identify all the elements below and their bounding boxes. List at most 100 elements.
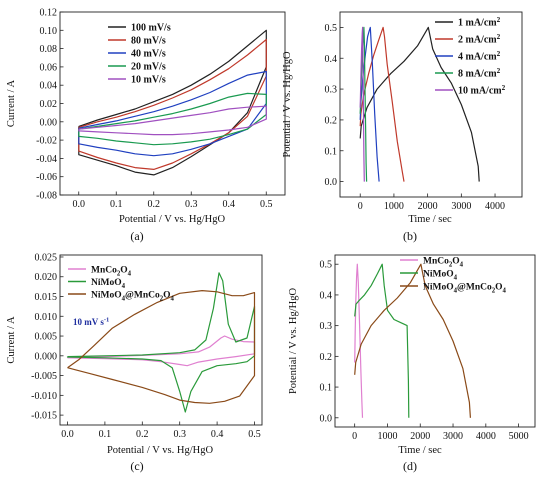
plot-frame [334,254,536,428]
y-tick-label: 0.4 [320,290,333,301]
x-tick-label: 4000 [476,431,496,442]
chart-panel-2: 0.0 0.1 0.2 0.3 0.4 0.5 -0.015 -0.010 -0.005 0.00… [6,252,263,473]
y-tick-label: -0.005 [31,371,57,382]
x-tick-label: 0.3 [173,429,186,440]
x-tick-label: 0.5 [260,199,273,210]
series-line-1 [359,26,405,182]
panel-label: (c) [130,459,143,473]
y-tick-label: 0.2 [325,115,338,126]
y-tick-label: 0.020 [35,272,58,283]
legend-entry: 10 mA/cm2 [458,84,506,97]
y-tick-label: -0.04 [36,154,57,165]
plot-frame [59,254,263,426]
legend-entry: 80 mV/s [131,36,166,47]
y-tick-label: 0.04 [40,81,58,92]
legend-entry: 8 mA/cm2 [458,67,501,80]
x-tick-label: 3000 [443,431,463,442]
y-tick-label: 0.015 [35,292,58,303]
y-tick-label: 0.08 [40,44,58,55]
y-tick-label: 0.06 [40,62,58,73]
x-axis-label: Time / sec [408,214,452,225]
x-axis-label: Potential / V vs. Hg/HgO [107,445,213,456]
y-tick-label: 0.00 [40,117,58,128]
y-tick-label: -0.02 [36,136,57,147]
y-tick-label: -0.06 [36,172,57,183]
legend-entry: 4 mA/cm2 [458,50,501,63]
y-tick-label: 0.0 [320,413,333,424]
legend-entry: NiMoO4 [91,278,126,290]
series-line-1 [354,263,410,418]
chart-panel-3: 0 1000 2000 3000 4000 5000 0.0 0.1 0.2 0.3 0.4 0.5 T… [288,254,536,473]
y-tick-label: 0.1 [325,146,338,157]
y-tick-label: 0.5 [325,23,338,34]
x-tick-label: 0.4 [211,429,224,440]
series-line-0 [359,26,480,182]
x-tick-label: 0.0 [61,429,74,440]
series-line-1 [78,38,267,170]
legend-entry: 100 mV/s [131,23,171,34]
series-line-2 [359,26,380,182]
legend-entry: 10 mV/s [131,75,166,86]
y-tick-label: 0.3 [320,321,333,332]
x-tick-label: 0.4 [223,199,236,210]
x-tick-label: 0.2 [148,199,161,210]
x-tick-label: 0 [358,201,363,212]
legend-entry: 2 mA/cm2 [458,33,501,46]
series-line-0 [354,263,364,418]
y-tick-label: 0.3 [325,85,338,96]
legend: 100 mV/s 80 mV/s 40 mV/s 20 mV/s 10 mV/s [108,23,171,86]
x-tick-label: 0.1 [110,199,123,210]
x-tick-label: 0.5 [248,429,261,440]
y-axis-label: Potential / V vs. Hg/HgO [288,288,299,394]
panel-label: (a) [130,229,143,243]
x-tick-label: 4000 [485,201,505,212]
y-tick-label: 0.025 [35,252,58,263]
legend-entry: 40 mV/s [131,49,166,60]
legend: 1 mA/cm2 2 mA/cm2 4 mA/cm2 8 mA/cm2 10 mA/cm… [435,16,506,97]
y-tick-label: 0.4 [325,54,338,65]
x-tick-label: 1000 [384,201,404,212]
y-tick-label: -0.08 [36,191,57,202]
y-tick-label: 0.010 [35,312,58,323]
chart-panel-1: 0 1000 2000 3000 4000 0.0 0.1 0.2 0.3 0.4 0.5 Time … [282,11,523,243]
series-line-4 [359,26,365,182]
legend-entry: NiMoO4@MnCo2O4 [91,291,175,303]
series-line-4 [78,105,267,136]
panel-label: (b) [403,229,417,243]
y-axis-label: Potential / V vs. Hg/HgO [282,51,293,157]
legend-entry: MnCo2O4 [91,266,132,278]
y-axis-label: Current / A [6,316,17,364]
x-tick-label: 2000 [418,201,438,212]
legend-entry: NiMoO4 [423,270,458,282]
legend-entry: NiMoO4@MnCo2O4 [423,283,507,295]
x-axis-label: Potential / V vs. Hg/HgO [119,214,225,225]
y-tick-label: 0.2 [320,352,333,363]
x-tick-label: 5000 [509,431,529,442]
y-tick-label: 0.12 [40,8,58,19]
y-tick-label: 0.005 [35,332,58,343]
legend-entry: MnCo2O4 [423,257,464,269]
y-tick-label: -0.015 [31,411,57,422]
series-line-3 [359,26,368,182]
chart-panel-0: 0.0 0.1 0.2 0.3 0.4 0.5 -0.08 -0.06 -0.04 -0.02 0.… [6,8,286,243]
legend-entry: 20 mV/s [131,62,166,73]
legend-entry: 1 mA/cm2 [458,16,501,29]
x-tick-label: 0.0 [73,199,86,210]
x-tick-label: 2000 [410,431,430,442]
x-tick-label: 0.2 [136,429,149,440]
x-tick-label: 3000 [451,201,471,212]
y-tick-label: 0.02 [40,99,58,110]
y-tick-label: 0.10 [40,26,58,37]
series-line-2 [67,290,256,404]
x-tick-label: 0 [352,431,357,442]
x-tick-label: 1000 [377,431,397,442]
y-tick-label: 0.1 [320,383,333,394]
series-line-2 [354,263,471,418]
y-tick-label: 0.0 [325,177,338,188]
panel-label: (d) [403,459,417,473]
scan-rate-annotation: 10 mV s-1 [73,317,109,328]
x-axis-label: Time / sec [398,445,442,456]
